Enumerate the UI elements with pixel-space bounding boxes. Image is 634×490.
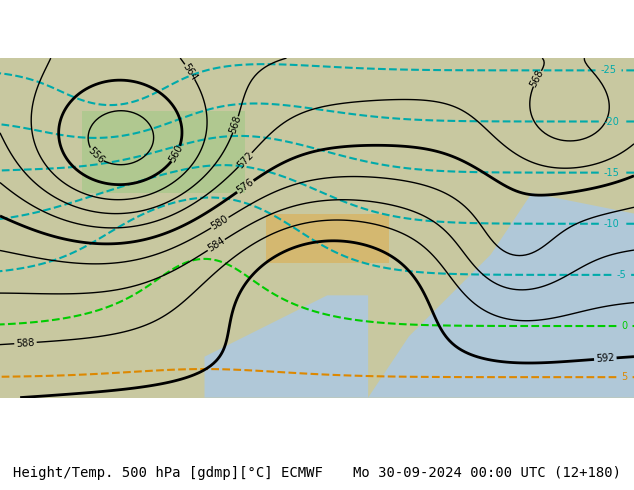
Text: Mo 30-09-2024 00:00 UTC (12+180): Mo 30-09-2024 00:00 UTC (12+180) [353,466,621,480]
Text: 564: 564 [181,61,199,82]
Polygon shape [0,58,634,397]
Polygon shape [205,295,368,397]
Text: 560: 560 [167,143,185,164]
Text: 576: 576 [235,177,256,196]
Text: -5: -5 [616,270,626,280]
Text: Height/Temp. 500 hPa [gdmp][°C] ECMWF: Height/Temp. 500 hPa [gdmp][°C] ECMWF [13,466,323,480]
Text: 568: 568 [228,114,243,135]
Text: -25: -25 [600,65,616,75]
Text: 0: 0 [621,321,628,331]
Text: 588: 588 [16,338,35,348]
Text: 568: 568 [529,68,546,89]
Polygon shape [82,111,245,193]
Text: -15: -15 [604,168,619,178]
Text: -20: -20 [604,117,619,126]
Text: 572: 572 [235,149,256,170]
Text: 584: 584 [206,236,227,254]
Text: 5: 5 [621,372,628,382]
Polygon shape [368,193,634,397]
Text: 556: 556 [86,145,106,165]
Text: 592: 592 [596,353,615,364]
Text: 580: 580 [209,214,230,232]
Polygon shape [266,214,389,263]
Text: -10: -10 [604,219,619,229]
